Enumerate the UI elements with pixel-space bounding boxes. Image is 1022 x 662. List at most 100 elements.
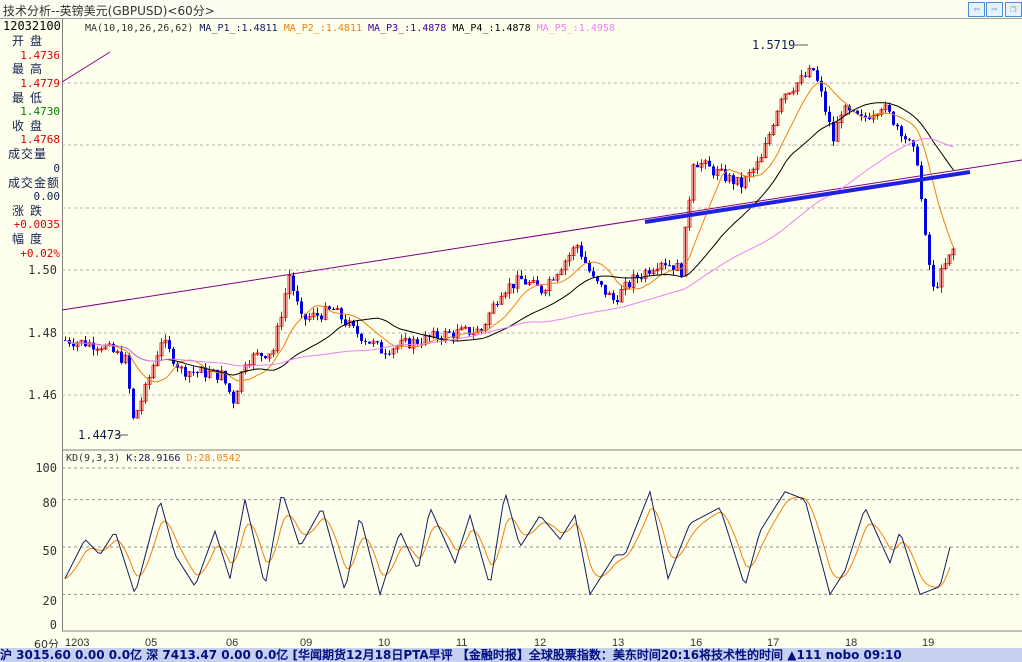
candle-body <box>675 262 680 271</box>
candle-body <box>440 338 443 340</box>
candle-body <box>848 105 851 111</box>
candle-body <box>311 312 316 318</box>
candle-body <box>547 279 552 291</box>
candle-body <box>283 293 288 318</box>
low-annotation: 1.4473 <box>78 428 122 442</box>
candle-body <box>943 263 948 270</box>
candle-body <box>708 160 711 167</box>
y-tick: 1.50 <box>28 263 57 277</box>
candle-body <box>951 248 956 256</box>
candle-body <box>816 70 819 81</box>
candle-body <box>239 371 244 392</box>
candle-body <box>571 247 576 256</box>
candle-body <box>712 166 715 176</box>
candle-body <box>735 176 740 185</box>
candle-body <box>264 356 267 359</box>
candle-body <box>543 290 548 294</box>
candle-body <box>159 342 164 357</box>
candle-body <box>455 329 460 339</box>
candle-body <box>924 199 927 235</box>
candle-body <box>552 279 555 281</box>
next-arrow-icon[interactable]: ⇨ <box>986 2 1003 17</box>
x-tick: 05 <box>145 637 158 649</box>
candle-body <box>536 280 539 286</box>
candle-body <box>527 281 532 285</box>
x-tick: 19 <box>922 637 935 649</box>
candle-body <box>791 90 796 94</box>
info-label: 最低 <box>12 90 49 105</box>
info-value: 1.4730 <box>20 105 60 119</box>
kd-tick: 50 <box>42 544 57 558</box>
ma-params: MA(10,10,26,26,62) <box>85 23 194 34</box>
candle-body <box>932 264 935 287</box>
candle-body <box>115 351 120 353</box>
candle-body <box>936 286 939 288</box>
candle-body <box>947 254 952 265</box>
kd-legend: KD(9,3,3) K:28.9166 D:28.0542 <box>66 453 241 464</box>
candle-body <box>623 281 628 290</box>
high-annotation: 1.5719 <box>752 38 796 52</box>
info-value: +0.02% <box>20 246 60 260</box>
ma-line <box>65 81 954 383</box>
candle-body <box>352 320 355 326</box>
candle-body <box>448 331 451 333</box>
candle-body <box>928 234 931 265</box>
candle-body <box>515 275 520 289</box>
info-panel: 开盘 1.4736 最高 1.4779 最低 1.4730 收盘 1.4768 成交量 0 成交金额… <box>0 19 63 631</box>
candle-body <box>235 390 240 404</box>
candle-body <box>795 82 800 92</box>
candle-body <box>388 353 391 355</box>
candle-body <box>224 370 227 384</box>
prev-arrow-icon[interactable]: ⇦ <box>968 2 985 17</box>
candle-body <box>908 139 911 141</box>
candle-body <box>672 265 675 271</box>
kd-params: KD(9,3,3) <box>66 453 121 464</box>
candle-body <box>596 276 599 282</box>
candle-body <box>916 146 919 166</box>
candle-body <box>804 75 807 77</box>
candle-body <box>260 353 263 357</box>
candle-body <box>664 263 667 266</box>
candle-body <box>575 245 580 249</box>
ma-p1: MA_P1_:1.4811 <box>199 23 278 34</box>
candle-body <box>216 369 219 380</box>
candle-body <box>292 275 295 292</box>
candle-body <box>243 364 248 373</box>
candle-body <box>900 126 903 137</box>
candle-body <box>344 319 347 326</box>
candle-body <box>604 284 607 295</box>
candle-body <box>755 161 760 170</box>
candle-body <box>403 338 408 341</box>
info-value: 0 <box>53 161 60 175</box>
candle-body <box>128 355 131 389</box>
ma-p3: MA_P3_:1.4878 <box>368 23 447 34</box>
candle-body <box>691 164 696 201</box>
candle-body <box>812 68 815 71</box>
info-value: +0.0035 <box>13 218 60 232</box>
y-tick: 1.46 <box>28 388 57 402</box>
candle-body <box>775 110 780 126</box>
candle-body <box>724 169 727 182</box>
candle-body <box>275 325 280 352</box>
candle-body <box>655 268 660 272</box>
candle-body <box>824 91 827 112</box>
candle-body <box>376 341 379 343</box>
candle-body <box>92 342 95 350</box>
candle-body <box>139 400 144 412</box>
candle-body <box>696 164 699 168</box>
candle-body <box>559 269 564 275</box>
candle-body <box>868 117 871 120</box>
candle-body <box>335 307 340 311</box>
candle-body <box>715 169 720 176</box>
candle-body <box>287 275 292 295</box>
status-bar: 沪 3015.60 0.00 0.0亿 深 7413.47 0.00 0.0亿 … <box>0 648 1022 662</box>
candle-body <box>179 366 184 369</box>
candle-body <box>892 111 895 125</box>
candle-body <box>271 350 276 355</box>
candle-body <box>491 303 496 314</box>
candle-body <box>619 289 624 303</box>
x-tick: 12 <box>534 637 547 649</box>
candle-body <box>99 348 104 351</box>
x-tick: 10 <box>378 637 391 649</box>
